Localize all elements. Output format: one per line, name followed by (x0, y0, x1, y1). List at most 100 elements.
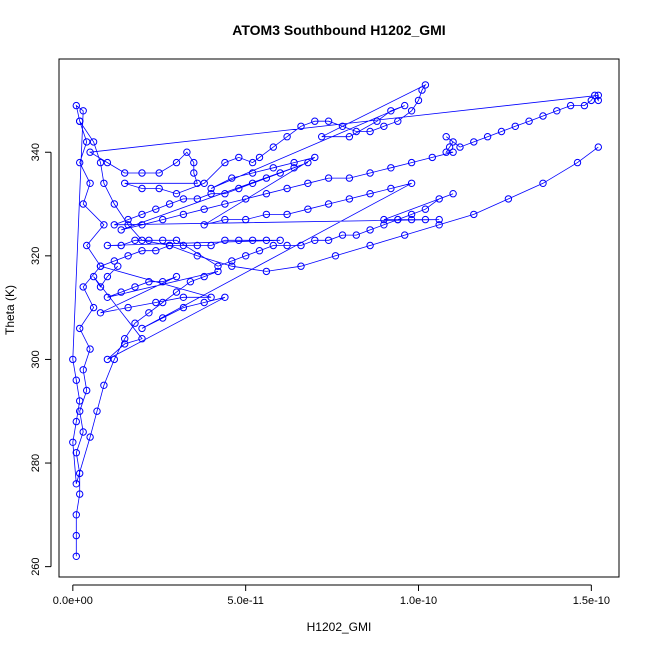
data-point (242, 195, 250, 203)
data-point (172, 288, 181, 296)
data-point (594, 91, 602, 100)
data-point (121, 169, 129, 177)
data-point (221, 200, 229, 208)
data-point (380, 122, 388, 131)
data-point (283, 241, 291, 250)
data-point (138, 221, 146, 229)
data-point (421, 215, 430, 224)
data-point (435, 215, 443, 224)
data-point (311, 117, 319, 125)
data-point (159, 314, 167, 322)
data-point (76, 324, 84, 333)
data-point (110, 257, 119, 265)
data-point (235, 153, 243, 162)
data-point (497, 127, 506, 136)
data-point (407, 107, 416, 115)
data-point (193, 252, 202, 260)
x-tick-label: 5.0e-11 (227, 595, 264, 607)
data-point (276, 236, 284, 245)
data-point (193, 241, 202, 250)
data-point (79, 283, 87, 291)
data-point (121, 179, 129, 188)
data-point (96, 309, 105, 317)
data-point (345, 174, 354, 182)
data-point (121, 335, 129, 343)
data-point (407, 179, 416, 188)
data-point (172, 190, 181, 198)
data-point (401, 101, 409, 110)
data-point (159, 278, 167, 286)
data-point (573, 158, 582, 167)
data-point (324, 174, 333, 182)
data-point (304, 205, 312, 213)
data-point (86, 345, 94, 353)
data-point (594, 143, 602, 151)
data-point (380, 221, 388, 229)
data-point (110, 221, 119, 229)
data-point (345, 133, 354, 141)
data-point (100, 221, 108, 229)
data-point (172, 236, 181, 245)
data-point (193, 195, 202, 203)
data-point (72, 376, 81, 384)
data-point (200, 272, 208, 281)
data-point (248, 236, 257, 245)
x-tick-label: 1.0e-10 (400, 595, 437, 607)
data-point (269, 241, 277, 250)
data-points (69, 81, 602, 560)
data-point (235, 236, 243, 245)
data-point (338, 231, 347, 239)
data-point (93, 407, 101, 415)
data-point (72, 552, 81, 560)
data-point (89, 303, 98, 312)
data-point (76, 397, 84, 405)
data-point (387, 107, 395, 115)
data-point (131, 319, 139, 327)
data-point (138, 236, 146, 245)
data-point (539, 112, 547, 120)
data-point (117, 288, 125, 296)
data-point (311, 153, 319, 162)
data-point (262, 190, 271, 198)
data-point (124, 215, 132, 224)
data-point (76, 407, 84, 415)
data-point (207, 184, 215, 193)
data-point (79, 428, 87, 436)
data-point (159, 236, 167, 245)
y-tick-label: 280 (30, 454, 42, 472)
data-point (407, 158, 416, 167)
data-point (290, 164, 298, 172)
data-point (228, 257, 236, 265)
data-point (366, 127, 374, 136)
data-point (103, 293, 112, 301)
data-point (83, 386, 91, 395)
data-point (483, 133, 492, 141)
data-point (587, 96, 595, 105)
data-point (221, 236, 229, 245)
data-point (407, 215, 416, 224)
data-point (421, 81, 430, 89)
data-point (138, 184, 146, 193)
data-point (442, 148, 450, 156)
data-point (594, 96, 602, 105)
data-point (145, 278, 153, 286)
data-point (152, 247, 160, 255)
data-point (553, 107, 561, 115)
data-point (207, 241, 215, 250)
data-point (352, 127, 360, 136)
data-point (100, 179, 108, 188)
data-point (248, 179, 257, 188)
data-point (435, 221, 443, 229)
data-point (366, 169, 374, 177)
data-point (131, 236, 139, 245)
data-point (138, 335, 146, 343)
data-point (428, 153, 436, 162)
data-point (449, 138, 457, 146)
data-point (214, 262, 222, 270)
data-point (394, 117, 402, 125)
data-point (207, 293, 215, 301)
data-point (138, 210, 146, 219)
data-point (221, 293, 229, 301)
data-point (138, 169, 146, 177)
